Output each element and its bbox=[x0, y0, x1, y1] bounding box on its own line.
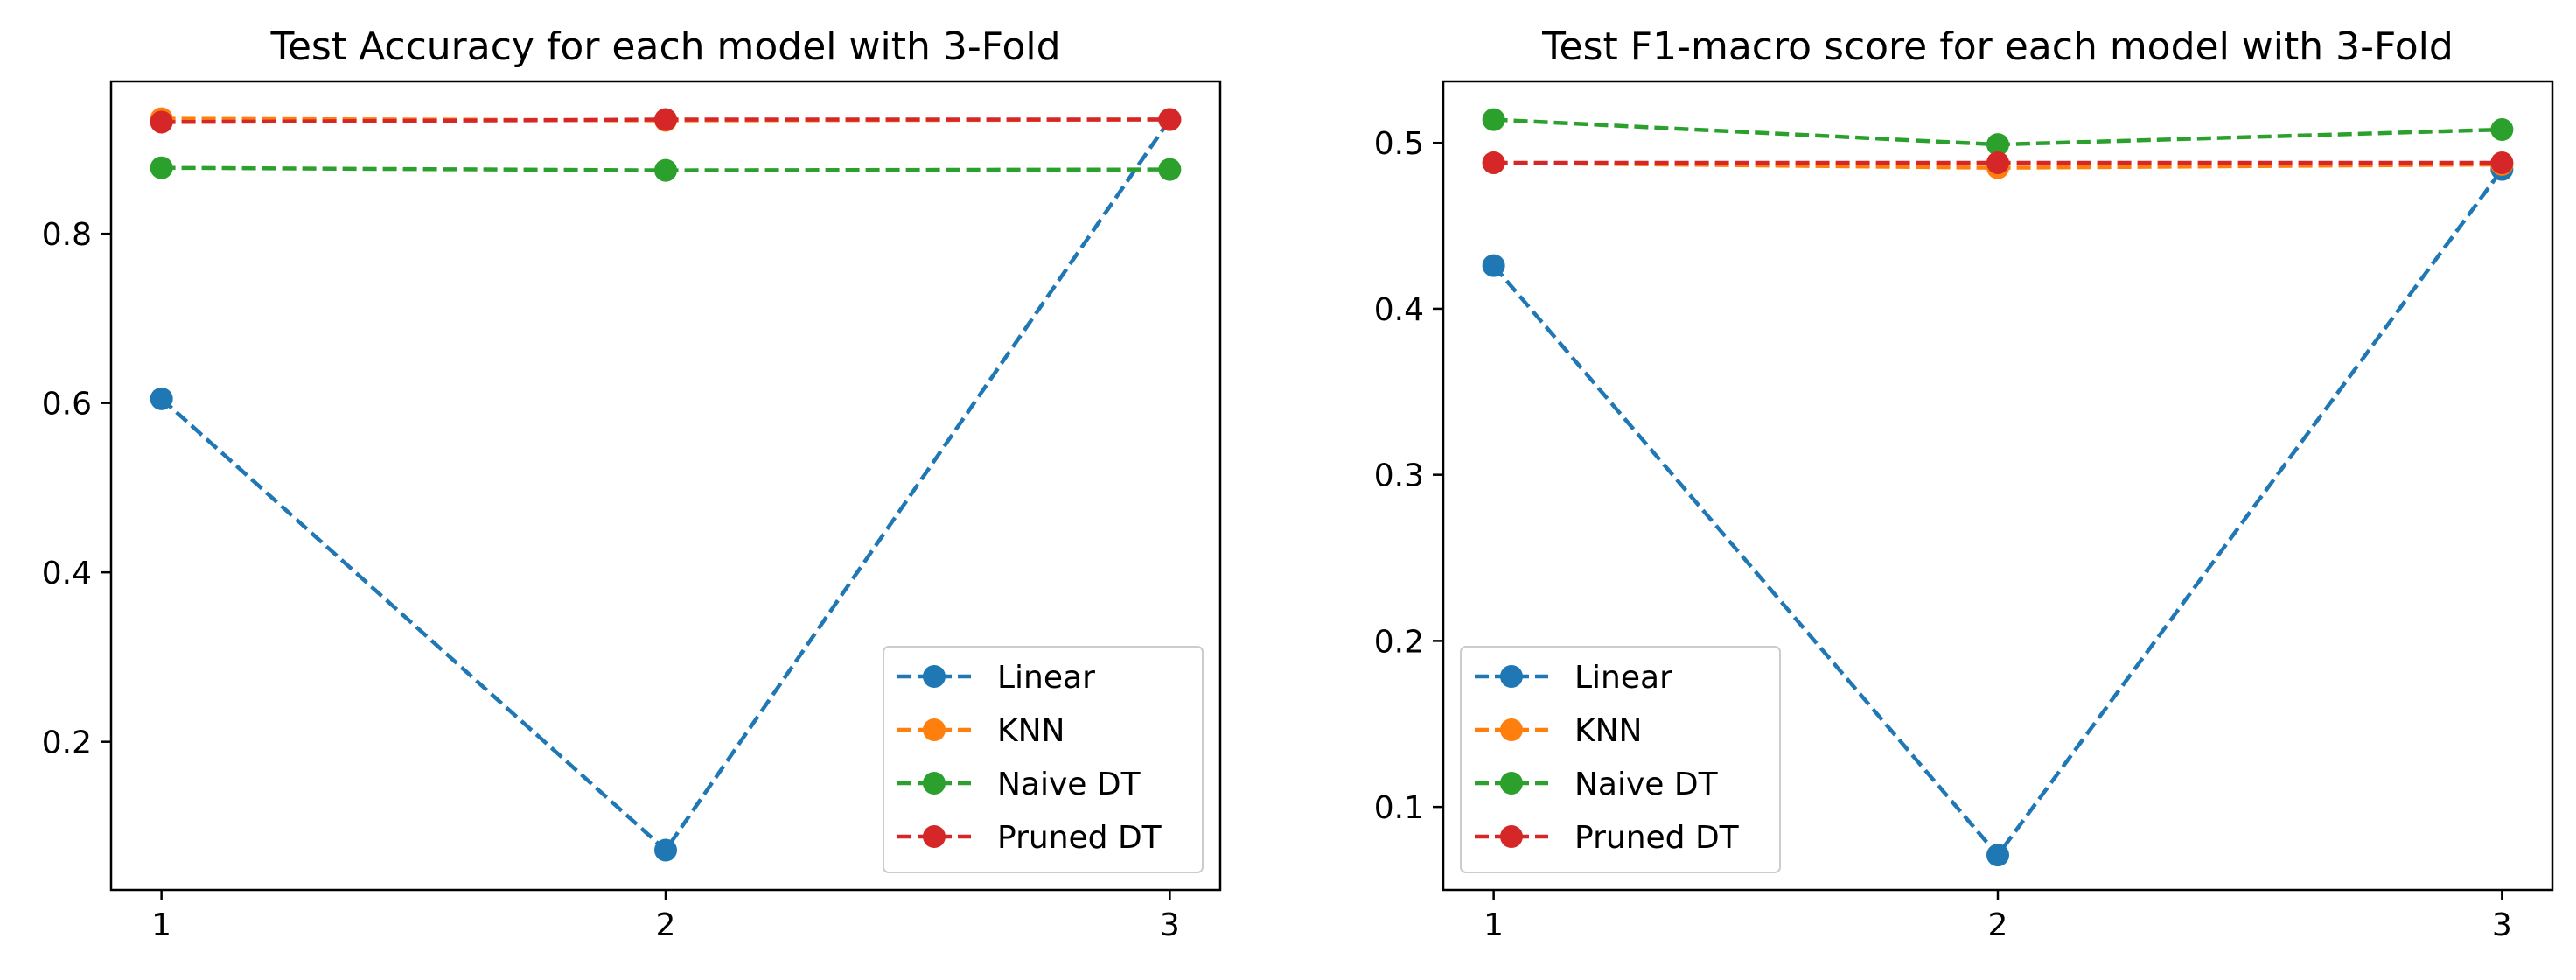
y-tick-label: 0.3 bbox=[1374, 458, 1424, 494]
legend-marker-linear bbox=[923, 665, 946, 688]
data-point-pruned-dt bbox=[654, 108, 677, 131]
chart-title: Test F1-macro score for each model with … bbox=[1541, 24, 2454, 69]
chart-title: Test Accuracy for each model with 3-Fold bbox=[269, 24, 1060, 69]
legend-label-pruned-dt: Pruned DT bbox=[997, 820, 1162, 856]
legend-marker-knn bbox=[1500, 718, 1523, 741]
legend: Linear KNN Naive DT Pruned DT bbox=[883, 646, 1204, 873]
chart-panel-1: Test Accuracy for each model with 3-Fold… bbox=[42, 24, 1222, 943]
y-tick-label: 0.4 bbox=[1374, 292, 1424, 328]
chart-panel-2: Test F1-macro score for each model with … bbox=[1374, 24, 2554, 943]
data-point-linear bbox=[150, 387, 173, 410]
data-point-pruned-dt bbox=[1986, 150, 2009, 174]
x-tick-label: 1 bbox=[1483, 907, 1504, 943]
data-point-naive-dt bbox=[1986, 133, 2009, 157]
legend: Linear KNN Naive DT Pruned DT bbox=[1460, 646, 1781, 873]
legend-label-knn: KNN bbox=[1574, 713, 1642, 749]
data-point-naive-dt bbox=[150, 156, 173, 179]
data-point-pruned-dt bbox=[1158, 108, 1182, 131]
legend-label-naive-dt: Naive DT bbox=[1574, 766, 1719, 802]
data-point-pruned-dt bbox=[2490, 150, 2514, 174]
legend-label-linear: Linear bbox=[997, 660, 1095, 696]
legend-marker-naive-dt bbox=[923, 772, 946, 794]
y-tick-label: 0.5 bbox=[1374, 126, 1424, 162]
x-tick-label: 2 bbox=[1988, 907, 2008, 943]
data-point-naive-dt bbox=[1482, 108, 1505, 131]
legend-marker-pruned-dt bbox=[1500, 825, 1523, 848]
x-tick-label: 3 bbox=[1160, 907, 1180, 943]
y-tick-label: 0.2 bbox=[1374, 624, 1424, 660]
legend-box bbox=[883, 646, 1204, 873]
x-tick-label: 2 bbox=[656, 907, 676, 943]
data-point-naive-dt bbox=[1158, 158, 1182, 181]
data-point-naive-dt bbox=[654, 158, 677, 182]
x-tick-label: 1 bbox=[151, 907, 171, 943]
legend-marker-knn bbox=[923, 718, 946, 741]
data-point-naive-dt bbox=[2490, 118, 2514, 142]
data-point-linear bbox=[654, 838, 677, 862]
x-tick-label: 3 bbox=[2492, 907, 2512, 943]
legend-label-linear: Linear bbox=[1574, 660, 1672, 696]
legend-marker-pruned-dt bbox=[923, 825, 946, 848]
legend-label-naive-dt: Naive DT bbox=[997, 766, 1141, 802]
data-point-pruned-dt bbox=[150, 110, 173, 134]
legend-box bbox=[1460, 646, 1781, 873]
data-point-linear bbox=[1986, 844, 2009, 867]
legend-marker-naive-dt bbox=[1500, 772, 1523, 794]
data-point-linear bbox=[1482, 254, 1505, 277]
legend-label-knn: KNN bbox=[997, 713, 1065, 749]
y-tick-label: 0.6 bbox=[42, 387, 92, 423]
y-tick-label: 0.4 bbox=[42, 556, 92, 592]
legend-label-pruned-dt: Pruned DT bbox=[1574, 820, 1740, 856]
y-tick-label: 0.2 bbox=[42, 725, 92, 761]
y-tick-label: 0.8 bbox=[42, 217, 92, 253]
y-tick-label: 0.1 bbox=[1374, 790, 1424, 826]
data-point-pruned-dt bbox=[1482, 150, 1505, 174]
legend-marker-linear bbox=[1500, 665, 1523, 688]
